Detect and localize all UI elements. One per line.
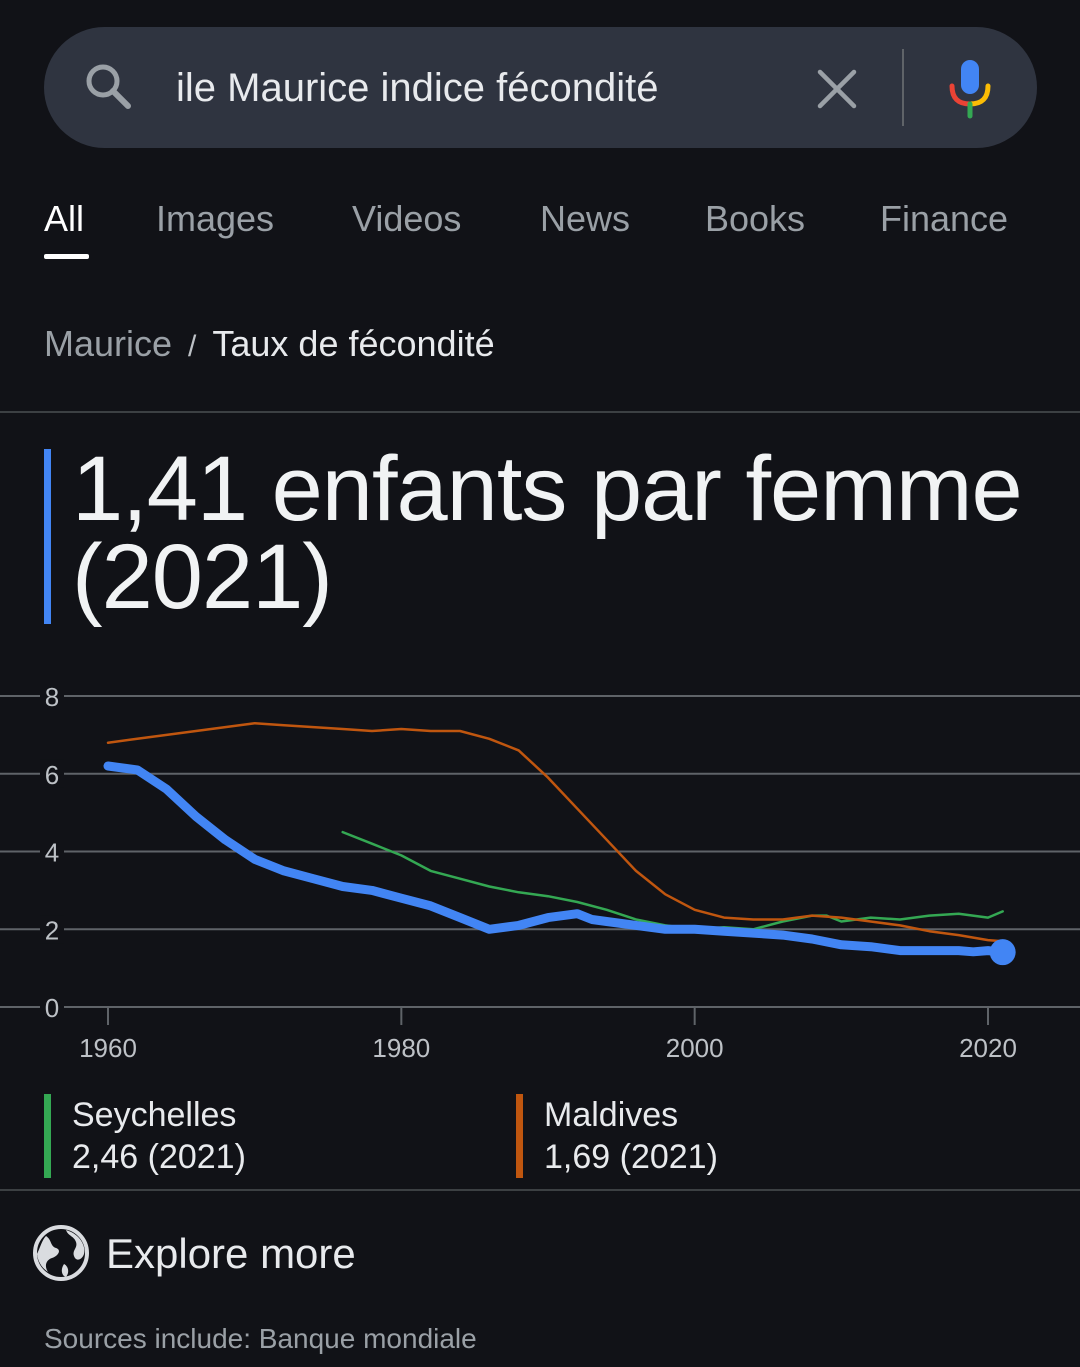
tab-news[interactable]: News [540, 198, 631, 239]
y-tick-bg [40, 759, 64, 788]
legend-name: Seychelles [72, 1096, 237, 1134]
breadcrumb-separator: / [188, 330, 197, 363]
y-tick-label: 2 [45, 915, 59, 945]
headline-value: 1,41 enfants par femme (2021) [72, 438, 1023, 628]
globe-icon [33, 1225, 89, 1281]
sources-note: Sources include: Banque mondiale [44, 1323, 477, 1354]
x-tick-label: 1960 [79, 1033, 137, 1063]
y-tick-label: 0 [45, 993, 59, 1023]
y-tick-label: 6 [45, 760, 59, 790]
legend-value: 1,69 (2021) [544, 1138, 718, 1176]
legend-color-bar [44, 1094, 51, 1178]
active-tab-indicator [44, 254, 89, 259]
search-divider [902, 49, 904, 126]
legend-color-bar [516, 1094, 523, 1178]
y-tick-bg [40, 915, 64, 944]
microphone-icon[interactable] [946, 58, 994, 120]
series-endpoint [989, 939, 1016, 966]
x-tick-label: 2000 [666, 1033, 724, 1063]
tab-videos[interactable]: Videos [352, 198, 462, 239]
close-icon[interactable] [814, 66, 860, 112]
search-tabs: All Images Videos News Books Finance [0, 195, 1080, 265]
search-bar[interactable] [44, 27, 1037, 148]
y-tick-bg [40, 993, 64, 1021]
headline-accent-bar [44, 449, 51, 624]
x-tick-label: 1980 [372, 1033, 430, 1063]
search-icon[interactable] [82, 60, 134, 112]
explore-more-label: Explore more [106, 1230, 356, 1277]
series-line-maurice [103, 761, 1008, 957]
legend-value: 2,46 (2021) [72, 1138, 246, 1176]
x-tick-label: 2020 [959, 1033, 1017, 1063]
legend-name: Maldives [544, 1096, 679, 1134]
search-input[interactable]: ile Maurice indice fécondité [176, 66, 659, 110]
divider-top [0, 411, 1080, 413]
fertility-rate-chart[interactable]: 0 2 4 6 8 1960 1980 2000 2020 [0, 670, 1080, 1070]
tab-all[interactable]: All [44, 198, 85, 239]
series-line-maldives [106, 721, 1004, 943]
y-tick-bg [40, 682, 64, 710]
y-tick-label: 4 [45, 838, 59, 868]
tab-images[interactable]: Images [156, 198, 275, 239]
breadcrumb: Maurice / Taux de fécondité [44, 320, 495, 371]
tab-finance[interactable]: Finance [880, 198, 1009, 239]
tab-books[interactable]: Books [705, 198, 806, 239]
y-tick-bg [40, 837, 64, 866]
breadcrumb-parent[interactable]: Maurice [44, 323, 173, 364]
y-tick-label: 8 [45, 682, 59, 712]
breadcrumb-current: Taux de fécondité [212, 323, 495, 364]
divider-bottom [0, 1189, 1080, 1191]
